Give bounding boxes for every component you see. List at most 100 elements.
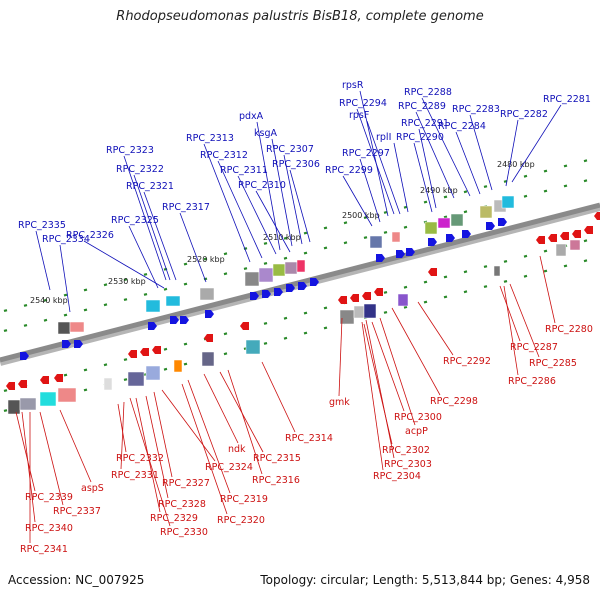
minus-strand-arrow [128, 350, 137, 358]
scale-tick-mark [63, 293, 68, 297]
scale-tick-mark [543, 189, 548, 193]
gene-label: RPC_2304 [373, 471, 421, 482]
scale-tick-mark [223, 332, 228, 336]
scale-tick-mark [303, 311, 308, 315]
plus-strand-arrow [376, 254, 385, 262]
scale-tick-mark [543, 269, 548, 273]
scale-tick-mark [283, 236, 288, 240]
gene-feature-box [199, 287, 215, 301]
scale-tick-mark [443, 215, 448, 219]
minus-strand-arrow [140, 348, 149, 356]
gene-label: rpsR [342, 80, 364, 91]
gene-leader-line [503, 285, 519, 376]
gene-label: RPC_2341 [20, 544, 68, 555]
plus-strand-arrow [74, 340, 83, 348]
gene-label: RPC_2327 [162, 478, 210, 489]
gene-label: RPC_2312 [200, 150, 248, 161]
gene-label: RPC_2300 [394, 412, 442, 423]
gene-feature-box [397, 293, 409, 307]
scale-tick-mark [43, 318, 48, 322]
gene-feature-box [57, 387, 77, 403]
minus-strand-arrow [548, 234, 557, 242]
scale-tick-mark [423, 200, 428, 204]
gene-feature-box [501, 195, 515, 209]
scale-tick-mark [383, 290, 388, 294]
plus-strand-arrow [286, 284, 295, 292]
plus-strand-arrow [298, 282, 307, 290]
scale-tick-mark [463, 190, 468, 194]
gene-leader-line [117, 403, 127, 453]
gene-label: RPC_2303 [384, 459, 432, 470]
minus-strand-arrow [204, 334, 213, 342]
gene-feature-box [103, 377, 113, 391]
gene-label: RPC_2290 [396, 132, 444, 143]
gene-leader-line [418, 128, 437, 209]
minus-strand-arrow [152, 346, 161, 354]
gene-leader-line [505, 119, 519, 187]
scale-tick-mark [523, 254, 528, 258]
scale-tick-mark [83, 308, 88, 312]
scale-tick-mark [203, 257, 208, 261]
gene-feature-box [450, 213, 464, 227]
gene-feature-box [437, 217, 451, 229]
scale-tick-mark [383, 230, 388, 234]
gene-label: RPC_2319 [220, 494, 268, 505]
gene-feature-box [69, 321, 85, 333]
gene-label: aspS [81, 483, 104, 494]
gene-feature-box [245, 339, 261, 355]
scale-tick-mark [163, 347, 168, 351]
gene-leader-line [379, 317, 416, 426]
scale-tick-mark [383, 310, 388, 314]
gene-feature-box [145, 299, 161, 313]
scale-tick-mark [583, 179, 588, 183]
scale-label: 2530 kbp [108, 277, 146, 286]
scale-tick-mark [443, 275, 448, 279]
gene-label: RPC_2288 [404, 87, 452, 98]
scale-tick-mark [243, 267, 248, 271]
minus-strand-arrow [40, 376, 49, 384]
scale-tick-mark [323, 326, 328, 330]
scale-tick-mark [563, 164, 568, 168]
genome-title: Rhodopseudomonas palustris BisB18, compl… [116, 9, 484, 24]
scale-tick-mark [63, 313, 68, 317]
gene-leader-line [217, 160, 263, 259]
gene-label: RPC_2298 [430, 396, 478, 407]
gene-leader-line [35, 230, 51, 291]
scale-tick-mark [223, 352, 228, 356]
gene-feature-box [19, 397, 37, 411]
scale-tick-mark [343, 221, 348, 225]
gene-leader-line [413, 142, 433, 213]
gene-label: RPC_2323 [106, 145, 154, 156]
gene-feature-box [284, 261, 298, 275]
gene-leader-line [261, 361, 296, 433]
gene-feature-box [369, 235, 383, 249]
gene-feature-box [127, 371, 145, 387]
gene-label: RPC_2335 [18, 220, 66, 231]
scale-tick-mark [183, 362, 188, 366]
gene-feature-box [165, 295, 181, 307]
minus-strand-arrow [428, 268, 437, 276]
minus-strand-arrow [374, 288, 383, 296]
gene-feature-box [57, 321, 71, 335]
gene-leader-line [203, 373, 239, 444]
gene-label: RPC_2320 [217, 515, 265, 526]
gene-label: RPC_2302 [382, 445, 430, 456]
gene-leader-line [361, 321, 384, 471]
plus-strand-arrow [446, 234, 455, 242]
plus-strand-arrow [170, 316, 179, 324]
gene-leader-line [161, 389, 216, 462]
minus-strand-arrow [536, 236, 545, 244]
gene-feature-box [569, 239, 581, 251]
scale-tick-mark [223, 272, 228, 276]
gene-label: RPC_2337 [53, 506, 101, 517]
scale-tick-mark [143, 292, 148, 296]
scale-tick-mark [483, 185, 488, 189]
scale-tick-mark [103, 283, 108, 287]
scale-tick-mark [183, 282, 188, 286]
gene-label: RPC_2285 [529, 358, 577, 369]
gene-leader-line [120, 401, 125, 470]
gene-leader-line [289, 169, 311, 243]
gene-leader-line [255, 190, 291, 253]
gene-label: RPC_2281 [543, 94, 591, 105]
gene-leader-line [187, 379, 231, 494]
